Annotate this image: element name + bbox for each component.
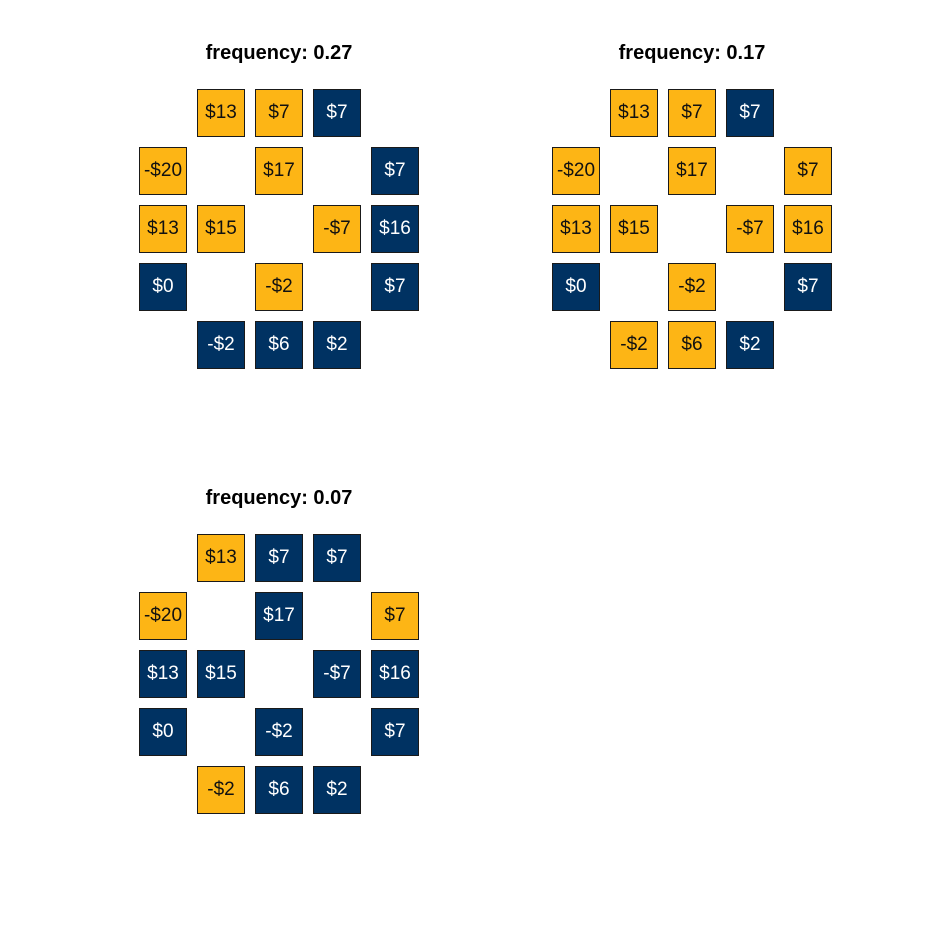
tile: $7 [371,592,419,640]
tile: $7 [371,263,419,311]
tile: -$7 [726,205,774,253]
tile: $7 [784,147,832,195]
tile: $7 [255,534,303,582]
panel-title: frequency: 0.27 [205,42,353,64]
tile: $7 [371,147,419,195]
panel-frequency-0: frequency: 0.27 $13 $7 $7 -$20 $17 $7 $13 $15 -$… [139,0,439,369]
tile: $7 [668,89,716,137]
tile: -$2 [610,321,658,369]
tile: -$2 [197,766,245,814]
tile: $0 [552,263,600,311]
tile: $15 [197,650,245,698]
tile: $6 [255,321,303,369]
tile: $7 [255,89,303,137]
tile: $13 [197,534,245,582]
tile: $7 [784,263,832,311]
tile: $13 [197,89,245,137]
tile: $6 [668,321,716,369]
tile: $6 [255,766,303,814]
panel-frequency-2: frequency: 0.07 $13 $7 $7 -$20 $17 $7 $13 $15 -$… [139,445,439,814]
tile: -$2 [197,321,245,369]
panel-title: frequency: 0.17 [618,42,766,64]
tile: -$7 [313,205,361,253]
tile: $7 [726,89,774,137]
tile: -$2 [255,708,303,756]
tile: -$20 [552,147,600,195]
tile: $16 [371,650,419,698]
tile: $7 [313,534,361,582]
tile: $2 [726,321,774,369]
tile: $13 [552,205,600,253]
tile: -$2 [668,263,716,311]
tile: $13 [139,205,187,253]
tile: -$7 [313,650,361,698]
tile: $16 [371,205,419,253]
tile: $0 [139,708,187,756]
tile: -$2 [255,263,303,311]
tile: $15 [197,205,245,253]
tile: $7 [313,89,361,137]
tile: $2 [313,766,361,814]
tile: -$20 [139,592,187,640]
panel-frequency-1: frequency: 0.17 $13 $7 $7 -$20 $17 $7 $13 $15 -$… [552,0,852,369]
tile: $2 [313,321,361,369]
tile: $13 [139,650,187,698]
tile: $16 [784,205,832,253]
tile: $13 [610,89,658,137]
tile: -$20 [139,147,187,195]
tile: $17 [255,147,303,195]
tile: $0 [139,263,187,311]
tile: $7 [371,708,419,756]
tile: $15 [610,205,658,253]
tile: $17 [255,592,303,640]
panel-title: frequency: 0.07 [205,487,353,509]
tile: $17 [668,147,716,195]
